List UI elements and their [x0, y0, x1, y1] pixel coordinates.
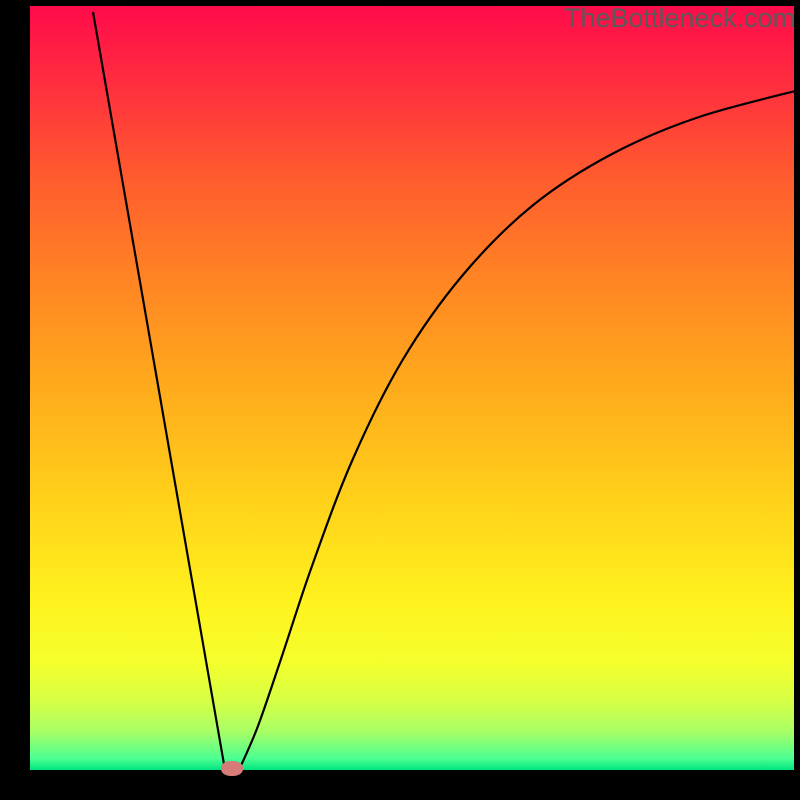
chart-container: TheBottleneck.com — [0, 0, 800, 800]
minimum-marker — [221, 761, 243, 776]
curve-right-branch — [239, 84, 794, 770]
watermark-text: TheBottleneck.com — [564, 3, 795, 34]
curve-svg — [30, 6, 794, 770]
plot-area — [30, 6, 794, 770]
curve-left-branch — [93, 12, 225, 770]
